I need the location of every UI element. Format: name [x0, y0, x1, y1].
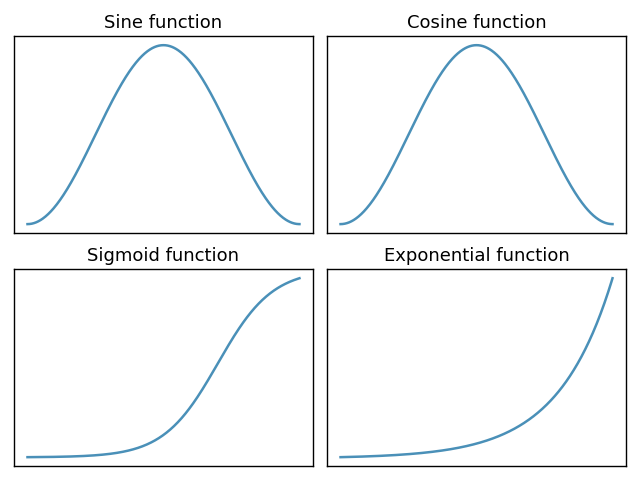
Title: Cosine function: Cosine function — [406, 14, 547, 32]
Title: Exponential function: Exponential function — [383, 247, 570, 265]
Title: Sigmoid function: Sigmoid function — [88, 247, 239, 265]
Title: Sine function: Sine function — [104, 14, 223, 32]
